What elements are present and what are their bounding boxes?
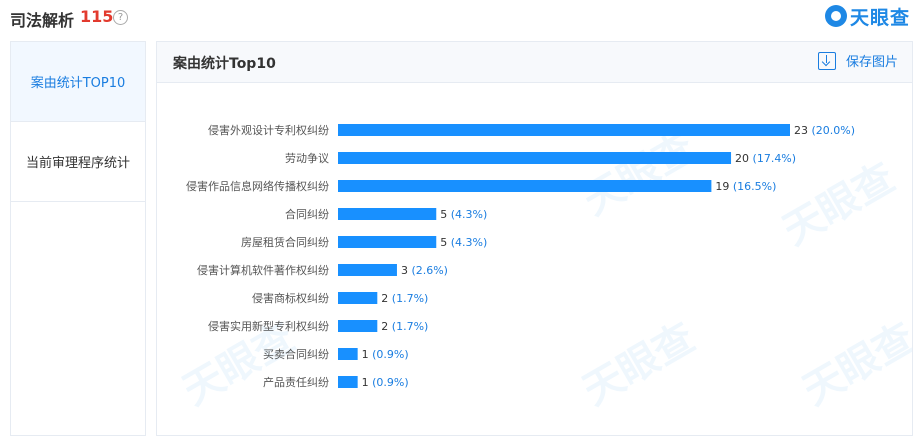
bar[interactable] — [338, 292, 378, 304]
bar[interactable] — [338, 180, 712, 192]
category-label: 买卖合同纠纷 — [263, 347, 329, 361]
value-label: 1 (0.9%) — [362, 348, 409, 361]
tab-trial-procedure-label: 当前审理程序统计 — [25, 156, 130, 171]
category-label: 产品责任纠纷 — [263, 375, 329, 389]
save-image-label: 保存图片 — [845, 55, 898, 70]
category-label: 侵害作品信息网络传播权纠纷 — [186, 179, 329, 193]
case-count: 115 — [80, 7, 114, 26]
category-label: 侵害计算机软件著作权纠纷 — [197, 263, 329, 277]
value-label: 2 (1.7%) — [381, 320, 428, 333]
bar[interactable] — [338, 208, 437, 220]
bar[interactable] — [338, 264, 397, 276]
category-label: 侵害实用新型专利权纠纷 — [208, 319, 329, 333]
bar[interactable] — [338, 320, 378, 332]
section-title: 司法解析 — [10, 11, 75, 30]
value-label: 19 (16.5%) — [715, 180, 776, 193]
category-label: 侵害商标权纠纷 — [252, 291, 329, 305]
value-label: 5 (4.3%) — [440, 208, 487, 221]
panel-title: 案由统计Top10 — [173, 56, 276, 72]
brand-mark-icon — [824, 5, 847, 27]
panel-header: 案由统计Top10 保存图片 — [157, 42, 912, 83]
brand-name: 天眼查 — [849, 6, 910, 29]
bar[interactable] — [338, 152, 732, 164]
value-label: 20 (17.4%) — [735, 152, 796, 165]
help-icon[interactable]: ? — [113, 10, 128, 25]
bar[interactable] — [338, 376, 358, 388]
chart-panel: 案由统计Top10 保存图片 天眼查 天眼查 天眼查 天眼查 天眼查 侵害外观设… — [156, 41, 913, 436]
download-icon — [817, 51, 836, 70]
category-label: 合同纠纷 — [285, 207, 329, 221]
value-label: 5 (4.3%) — [440, 236, 487, 249]
category-label: 侵害外观设计专利权纠纷 — [208, 123, 329, 137]
case-bar-chart: 侵害外观设计专利权纠纷 23 (20.0%) 劳动争议 20 (17.4%) 侵害作品信… — [186, 123, 855, 389]
category-label: 房屋租赁合同纠纷 — [241, 235, 329, 249]
bar[interactable] — [338, 124, 790, 136]
bar[interactable] — [338, 348, 358, 360]
bar[interactable] — [338, 236, 437, 248]
value-label: 23 (20.0%) — [794, 124, 855, 137]
tab-case-top10-label: 案由统计TOP10 — [30, 76, 126, 91]
tab-case-top10[interactable]: 案由统计TOP10 — [11, 42, 145, 122]
header: 司法解析 115 ? 天眼查 — [0, 0, 922, 34]
value-label: 2 (1.7%) — [381, 292, 428, 305]
tab-trial-procedure[interactable]: 当前审理程序统计 — [11, 122, 145, 202]
brand-logo: 天眼查 — [824, 4, 910, 29]
value-label: 1 (0.9%) — [362, 376, 409, 389]
stats-sidebar: 案由统计TOP10 当前审理程序统计 — [10, 41, 146, 436]
save-image-button[interactable]: 保存图片 — [817, 51, 898, 70]
category-label: 劳动争议 — [285, 151, 329, 165]
value-label: 3 (2.6%) — [401, 264, 448, 277]
